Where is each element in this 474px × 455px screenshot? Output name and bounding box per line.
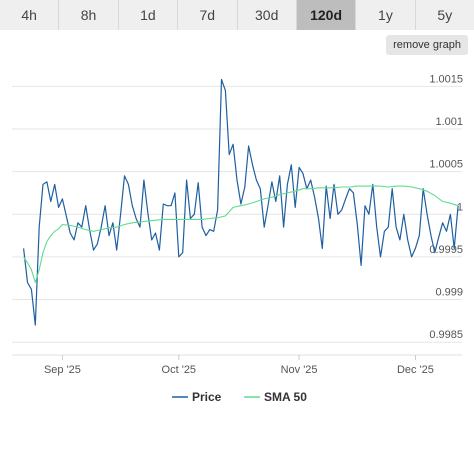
- y-tick-label: 1.001: [435, 116, 463, 128]
- x-tick-label: Sep '25: [44, 364, 81, 376]
- series-layer: [23, 78, 459, 326]
- legend-price[interactable]: Price: [172, 390, 222, 404]
- tab-7d[interactable]: 7d: [178, 0, 238, 30]
- tab-5y[interactable]: 5y: [415, 0, 474, 30]
- tab-30d[interactable]: 30d: [237, 0, 297, 30]
- x-tick-label: Dec '25: [397, 364, 434, 376]
- x-tick-label: Nov '25: [281, 364, 318, 376]
- legend-sma-50-label: SMA 50: [264, 390, 307, 404]
- tab-1d[interactable]: 1d: [118, 0, 179, 30]
- legend: Price SMA 50: [172, 390, 307, 404]
- tab-8h[interactable]: 8h: [59, 0, 119, 30]
- y-tick-label: 0.9985: [429, 329, 463, 341]
- y-tick-label: 0.999: [435, 287, 463, 299]
- grid: [12, 85, 462, 356]
- series-line-price: [23, 78, 459, 326]
- series-line-sma-50: [23, 185, 459, 284]
- y-tick-label: 1.0015: [429, 73, 463, 85]
- y-tick-label: 1.0005: [429, 159, 463, 171]
- y-tick-label: 1: [457, 201, 463, 213]
- tab-120d[interactable]: 120d: [296, 0, 357, 30]
- legend-price-label: Price: [192, 390, 222, 404]
- legend-sma-50[interactable]: SMA 50: [244, 390, 307, 404]
- tab-1y[interactable]: 1y: [356, 0, 416, 30]
- tab-4h[interactable]: 4h: [0, 0, 60, 30]
- timeframe-tabs: 4h 8h 1d 7d 30d 120d 1y 5y: [0, 0, 474, 30]
- remove-graph-button[interactable]: remove graph: [386, 35, 468, 55]
- x-tick-label: Oct '25: [162, 364, 197, 376]
- x-axis-ticks: Sep '25 Oct '25 Nov '25 Dec '25: [44, 355, 434, 376]
